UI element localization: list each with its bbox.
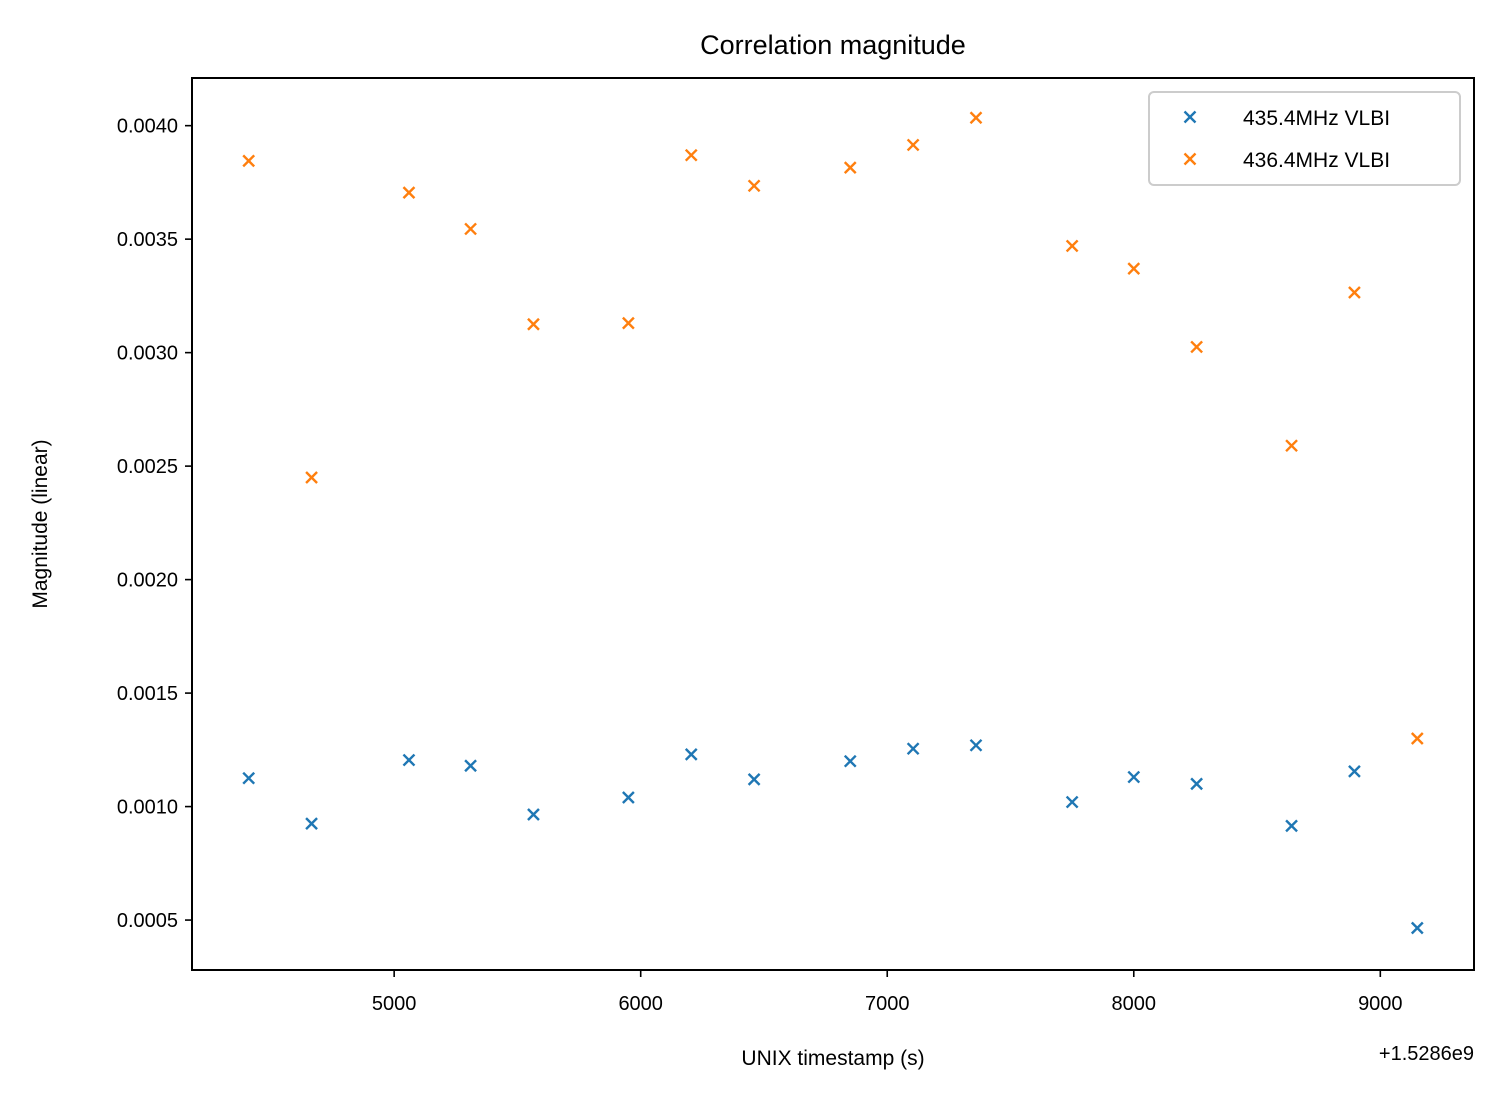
data-point (1285, 819, 1298, 833)
series-0 (242, 738, 1424, 935)
y-tick-label: 0.0020 (117, 570, 178, 592)
data-point (527, 317, 540, 331)
data-point (305, 817, 318, 830)
data-point (1348, 765, 1361, 778)
data-point (969, 738, 983, 752)
data-point (684, 148, 698, 162)
data-point (1190, 340, 1203, 354)
data-point (1190, 777, 1203, 791)
x-tick-label: 8000 (1112, 993, 1157, 1015)
data-point (305, 471, 318, 484)
legend-label-1: 436.4MHz VLBI (1243, 149, 1390, 172)
data-point (1410, 921, 1424, 935)
data-point (402, 753, 416, 767)
x-axis-label: UNIX timestamp (s) (741, 1047, 924, 1070)
y-tick-label: 0.0005 (117, 910, 178, 932)
data-point (843, 754, 857, 768)
data-point (1127, 770, 1141, 784)
legend-x-marker (1183, 152, 1197, 166)
data-point (747, 179, 761, 193)
data-point (402, 186, 416, 199)
y-tick-label: 0.0035 (117, 229, 178, 251)
data-point (906, 742, 920, 756)
ticks-layer: 5000 6000 7000 8000 9000 0.0005 0.0010 0.0015 0.… (117, 116, 1403, 1015)
points-layer (242, 111, 1424, 935)
x-tick-label: 5000 (372, 993, 417, 1015)
plot-frame (191, 77, 1475, 971)
data-point (622, 791, 635, 804)
y-tick-label: 0.0030 (117, 343, 178, 365)
y-tick-label: 0.0025 (117, 456, 178, 478)
data-point (1065, 239, 1079, 253)
data-point (1065, 795, 1079, 809)
legend-x-marker (1183, 110, 1197, 124)
data-point (242, 154, 256, 168)
legend: 435.4MHz VLBI 436.4MHz VLBI (1148, 91, 1461, 186)
data-point (747, 772, 761, 786)
data-point (843, 161, 857, 175)
x-tick-label: 9000 (1358, 993, 1403, 1015)
data-point (684, 748, 698, 761)
chart-title: Correlation magnitude (700, 30, 966, 60)
data-point (622, 316, 635, 330)
data-point (906, 138, 920, 152)
data-point (1410, 732, 1424, 745)
legend-label-0: 435.4MHz VLBI (1243, 107, 1390, 130)
x-tick-label: 7000 (865, 993, 910, 1015)
y-tick-label: 0.0015 (117, 683, 178, 705)
data-point (1348, 286, 1361, 299)
data-point (969, 111, 983, 125)
legend-marker-1 (1183, 152, 1197, 166)
data-point (464, 222, 477, 236)
y-tick-label: 0.0010 (117, 797, 178, 819)
data-point (464, 759, 477, 773)
series-1 (242, 111, 1424, 745)
x-tick-label: 6000 (618, 993, 663, 1015)
legend-marker-0 (1183, 110, 1197, 124)
data-point (1285, 439, 1298, 453)
data-point (527, 808, 540, 821)
y-tick-label: 0.0040 (117, 116, 178, 138)
data-point (1127, 262, 1141, 276)
data-point (242, 771, 256, 785)
legend-box (1148, 91, 1461, 186)
y-axis-label: Magnitude (linear) (29, 439, 52, 608)
x-offset-label: +1.5286e9 (1379, 1043, 1474, 1065)
